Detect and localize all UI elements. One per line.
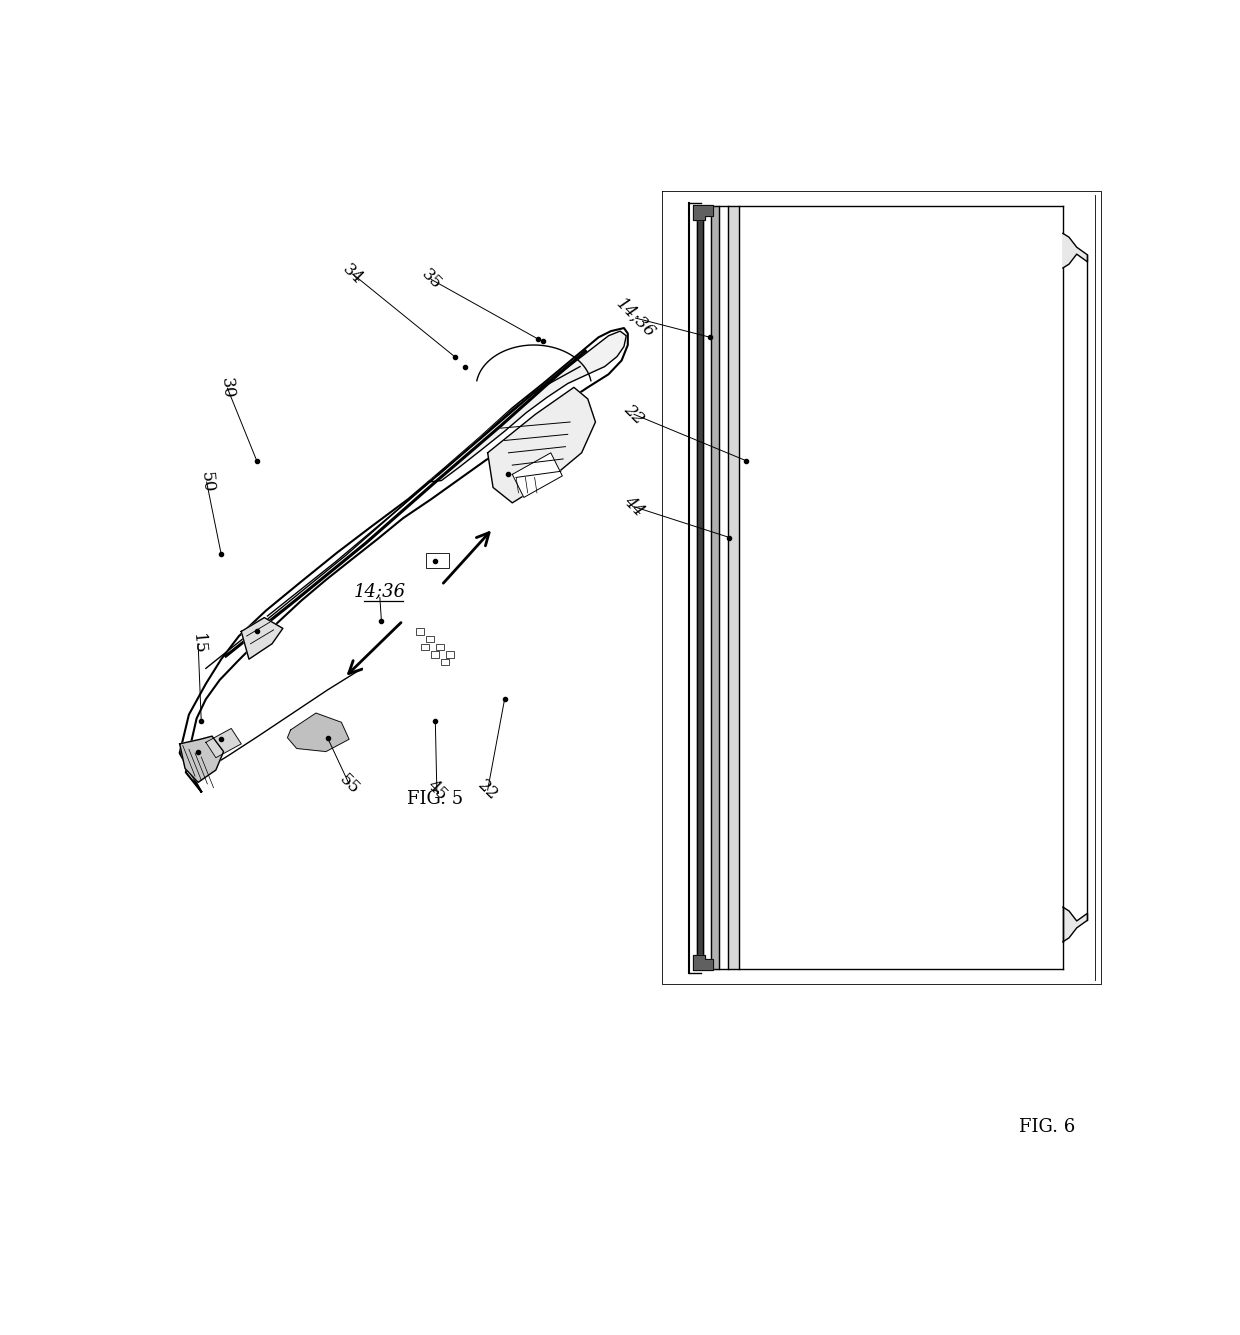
- Bar: [427, 553, 449, 569]
- Text: 14;36: 14;36: [353, 582, 405, 601]
- Polygon shape: [1063, 906, 1087, 941]
- Polygon shape: [180, 328, 627, 792]
- Text: 15: 15: [188, 633, 207, 655]
- Polygon shape: [206, 729, 242, 758]
- Text: 34: 34: [340, 260, 367, 287]
- Bar: [422, 643, 429, 650]
- Polygon shape: [288, 713, 350, 752]
- Polygon shape: [693, 204, 713, 220]
- Polygon shape: [180, 736, 223, 782]
- Text: 30: 30: [218, 376, 237, 399]
- Bar: [436, 643, 444, 650]
- Polygon shape: [697, 207, 1063, 969]
- Bar: [432, 651, 439, 658]
- Polygon shape: [697, 207, 703, 969]
- Polygon shape: [242, 618, 283, 659]
- Bar: [446, 651, 454, 658]
- Text: 44: 44: [620, 493, 647, 521]
- Bar: [441, 659, 449, 665]
- Bar: [417, 629, 424, 634]
- Polygon shape: [711, 207, 719, 969]
- Polygon shape: [1063, 234, 1087, 268]
- Polygon shape: [728, 207, 739, 969]
- Text: 35: 35: [418, 266, 445, 292]
- Polygon shape: [693, 955, 713, 971]
- Text: 45: 45: [423, 777, 450, 804]
- Polygon shape: [487, 387, 595, 503]
- Text: FIG. 5: FIG. 5: [407, 790, 464, 808]
- Bar: [427, 635, 434, 642]
- Text: 55: 55: [336, 770, 362, 797]
- Polygon shape: [512, 453, 563, 498]
- Text: FIG. 6: FIG. 6: [1019, 1117, 1075, 1136]
- Polygon shape: [428, 331, 626, 482]
- Text: 22: 22: [474, 777, 501, 804]
- Text: 50: 50: [197, 471, 216, 494]
- Text: 22: 22: [620, 400, 647, 427]
- Text: 14;36: 14;36: [613, 295, 658, 340]
